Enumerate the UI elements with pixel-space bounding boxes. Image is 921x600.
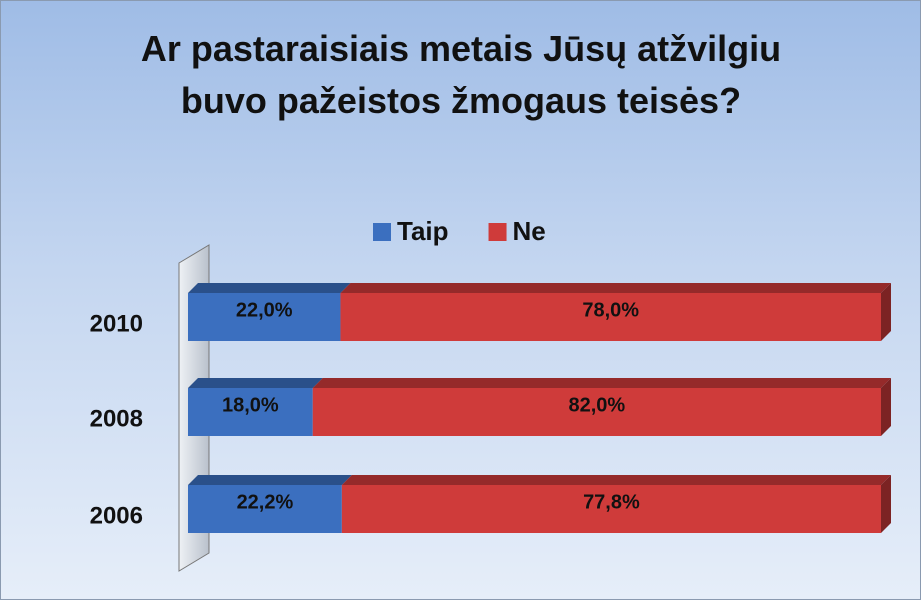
bar-top [312,378,891,388]
data-label: 77,8% [583,491,640,513]
bar-side [881,475,891,533]
bar-top [188,378,323,388]
data-label: 18,0% [222,394,279,416]
bar [340,293,882,341]
bar [341,485,881,533]
data-label: 22,0% [236,299,293,321]
bar-side [881,378,891,436]
data-label: 22,2% [237,491,294,513]
bar [188,485,342,533]
bar-top [341,475,891,485]
y-tick-label: 2006 [90,502,143,529]
bar-top [188,283,351,293]
data-label: 78,0% [582,299,639,321]
bar-side [881,283,891,341]
bar [312,388,881,436]
bar-top [340,283,892,293]
bar [188,388,313,436]
legend-swatch [488,223,507,241]
legend-label: Taip [397,216,449,246]
bar [188,293,341,341]
bar-top [188,475,352,485]
chart-title: Ar pastaraisiais metais Jūsų atžvilgiu b… [140,28,782,121]
legend-swatch [373,223,391,241]
legend-label: Ne [513,216,546,246]
y-tick-label: 2010 [90,310,143,337]
y-tick-label: 2008 [90,405,143,432]
data-label: 82,0% [569,394,626,416]
